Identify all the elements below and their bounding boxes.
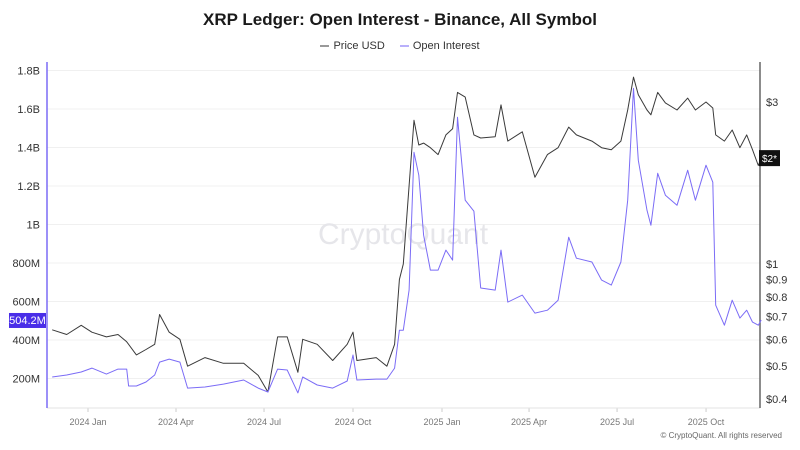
legend-swatch-price	[320, 45, 330, 47]
legend-label-open-interest: Open Interest	[412, 40, 480, 52]
x-tick-label: 2024 Jan	[69, 417, 106, 427]
x-tick-label: 2024 Oct	[335, 417, 372, 427]
x-tick-label: 2025 Jul	[600, 417, 634, 427]
y-left-tick-label: 600M	[12, 297, 40, 309]
y-left-tick-label: 1.4B	[17, 143, 40, 155]
y-right-tick-label: $0.8	[766, 292, 787, 304]
current-oi-label-box	[9, 312, 46, 328]
legend-item-price[interactable]: Price USD	[320, 40, 385, 52]
x-tick-label: 2024 Apr	[158, 417, 194, 427]
y-left-tick-label: 1B	[27, 220, 40, 232]
x-tick-label: 2025 Jan	[423, 417, 460, 427]
current-oi-label: 504.2M	[9, 315, 46, 327]
y-right-tick-label: $0.4	[766, 394, 787, 406]
y-right-tick-label: $1	[766, 259, 778, 271]
chart-title: XRP Ledger: Open Interest - Binance, All…	[203, 10, 597, 29]
current-price-label-box	[759, 150, 780, 167]
y-left-tick-label: 200M	[12, 374, 40, 386]
x-tick-label: 2024 Jul	[247, 417, 281, 427]
y-left-tick-label: 1.8B	[17, 66, 40, 78]
y-right-tick-label: $0.7	[766, 312, 787, 324]
legend-label-price: Price USD	[333, 40, 385, 52]
y-left-tick-label: 1.2B	[17, 181, 40, 193]
y-right-tick-label: $0.5	[766, 361, 787, 373]
legend-item-open-interest[interactable]: Open Interest	[399, 40, 480, 52]
legend: Price USD Open Interest	[0, 38, 800, 52]
x-tick-label: 2025 Oct	[688, 417, 725, 427]
legend-swatch-open-interest	[399, 45, 409, 47]
y-left-tick-label: 1.6B	[17, 104, 40, 116]
copyright-footer: © CryptoQuant. All rights reserved	[660, 431, 783, 440]
open-interest-line	[52, 87, 762, 394]
y-right-tick-label: $0.6	[766, 334, 787, 346]
y-right-tick-label: $3	[766, 97, 778, 109]
price-usd-line	[52, 76, 762, 393]
y-left-tick-label: 800M	[12, 258, 40, 270]
x-tick-label: 2025 Apr	[511, 417, 547, 427]
current-price-label: $2*	[762, 154, 777, 165]
y-left-tick-label: 400M	[12, 335, 40, 347]
y-right-tick-label: $0.9	[766, 275, 787, 287]
watermark: CryptoQuant	[318, 218, 489, 251]
